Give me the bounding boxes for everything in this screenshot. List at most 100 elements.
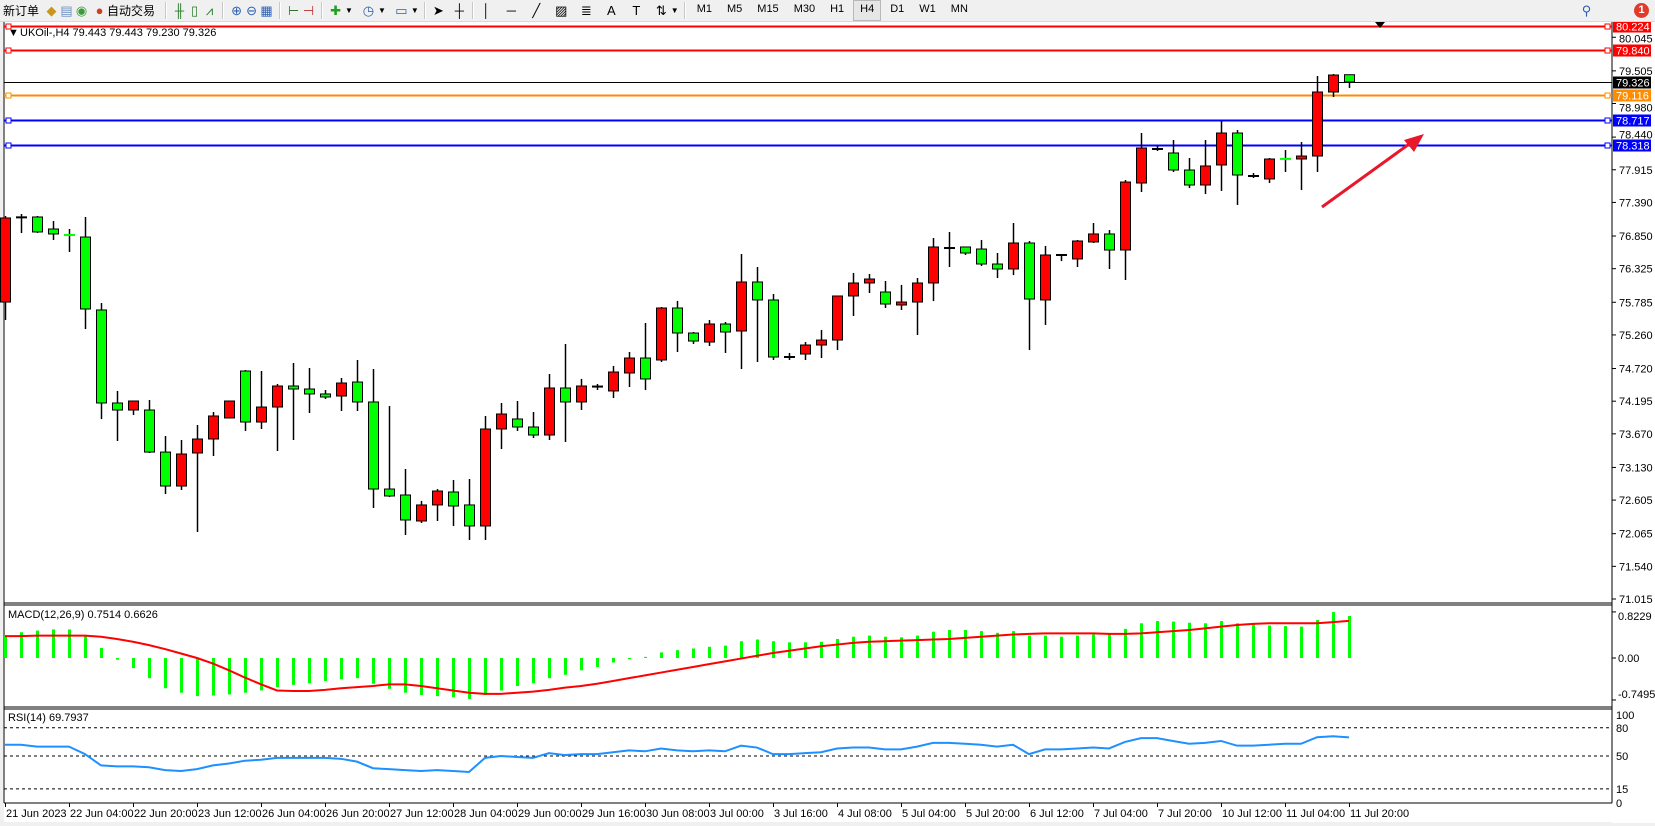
fibonacci-icon[interactable]: ≣	[580, 3, 592, 18]
level-handle	[1604, 142, 1611, 149]
candle-body	[1136, 147, 1147, 184]
time-label: 30 Jun 08:00	[646, 808, 710, 820]
timeframe-m30[interactable]: M30	[793, 3, 816, 15]
horizontal-line-icon[interactable]: ─	[506, 3, 516, 18]
candle	[816, 330, 827, 359]
time-label: 27 Jun 12:00	[390, 808, 454, 820]
timeframe-m15[interactable]: M15	[757, 3, 779, 15]
chart-collapse-icon: ▼	[8, 27, 19, 39]
candle-body	[208, 415, 219, 440]
auto-trading-button[interactable]: ● 自动交易	[89, 1, 158, 20]
timeframe-mn[interactable]: MN	[950, 3, 968, 15]
signal-icon[interactable]: ◉	[75, 3, 88, 18]
periods-clock-icon[interactable]: ◷	[362, 3, 375, 18]
candle	[208, 412, 219, 456]
candle	[48, 221, 59, 240]
toolbar-divider	[165, 2, 168, 19]
price-tick-label: 71.540	[1619, 561, 1653, 573]
arrows-icon[interactable]: ⇅	[655, 3, 667, 18]
equidistant-channel-icon[interactable]: ▨	[555, 3, 568, 18]
price-tick-label: 76.850	[1619, 231, 1653, 243]
candle-body	[352, 381, 363, 403]
crosshair-icon[interactable]: ┼	[454, 3, 464, 18]
indicators-icon[interactable]: ✚	[330, 3, 341, 18]
time-label: 29 Jun 00:00	[518, 808, 582, 820]
candle-body	[112, 402, 123, 411]
notification-badge[interactable]: 1	[1634, 3, 1649, 18]
candle	[800, 342, 811, 360]
level-handle	[1604, 92, 1611, 99]
candle	[736, 253, 747, 370]
candle-body	[912, 282, 923, 303]
candle-body	[1200, 165, 1211, 186]
new-order-button[interactable]: 新订单	[0, 1, 42, 20]
level-handle	[5, 47, 12, 54]
candle	[0, 215, 11, 320]
templates-icon[interactable]: ▭	[395, 3, 408, 18]
candle-body	[688, 332, 699, 342]
rsi-tick-label: 80	[1616, 723, 1628, 735]
time-label: 7 Jul 20:00	[1158, 808, 1212, 820]
timeframe-h1[interactable]: H1	[830, 3, 845, 15]
chart-shift-icon[interactable]: ⊣	[302, 3, 315, 18]
candle	[896, 284, 907, 310]
zoom-out-icon[interactable]: ⊖	[246, 3, 257, 18]
candle-body	[576, 385, 587, 403]
chevron-down-icon[interactable]: ▼	[410, 6, 419, 15]
macd-tick-label: 0.8229	[1618, 611, 1652, 623]
line-chart-icon[interactable]: ⩘	[205, 3, 214, 18]
candle	[1232, 130, 1243, 205]
trendline-icon[interactable]: ╱	[532, 3, 541, 18]
tile-windows-icon[interactable]: ▦	[260, 3, 273, 18]
text-label-icon[interactable]: T	[632, 3, 641, 18]
candle	[1056, 253, 1067, 262]
price-label-box	[1613, 139, 1651, 152]
candle-body	[160, 451, 171, 487]
candle-body	[1216, 132, 1227, 166]
auto-trading-icon: ●	[95, 3, 104, 18]
candle-body	[336, 382, 347, 397]
timeframe-m5[interactable]: M5	[727, 3, 743, 15]
candle	[960, 246, 971, 255]
price-label-box	[1613, 114, 1651, 127]
text-icon[interactable]: A	[606, 3, 616, 18]
data-window-icon[interactable]: ▤	[60, 3, 73, 18]
timeframe-d1[interactable]: D1	[890, 3, 905, 15]
toolbar: 新订单 ◆ ▤ ◉ ● 自动交易 ╫ ▯ ⩘ ⊕ ⊖ ▦ ⊢ ⊣ ✚ ▼ ◷ ▼ ▭…	[0, 0, 1655, 22]
candle-body	[288, 385, 299, 390]
candle	[1248, 173, 1259, 178]
candle	[512, 400, 523, 431]
search-icon[interactable]: ⚲	[1581, 3, 1592, 18]
market-watch-icon[interactable]: ◆	[46, 3, 57, 18]
chevron-down-icon[interactable]: ▼	[670, 6, 679, 15]
candle-body	[144, 409, 155, 453]
price-label-box	[1613, 20, 1651, 33]
timeframe-h4[interactable]: H4	[853, 0, 882, 21]
candle-body	[816, 339, 827, 346]
candle	[528, 412, 539, 439]
price-tick-label: 79.505	[1619, 66, 1653, 78]
bar-chart-icon[interactable]: ╫	[174, 3, 185, 18]
candle-body	[0, 217, 11, 303]
timeframe-w1[interactable]: W1	[919, 3, 936, 15]
candle	[624, 351, 635, 387]
macd-tick-label: 0.00	[1618, 653, 1639, 665]
vertical-line-icon[interactable]: │	[482, 3, 491, 18]
candle	[672, 300, 683, 352]
candle	[80, 216, 91, 330]
candle	[848, 272, 859, 317]
chevron-down-icon[interactable]: ▼	[345, 6, 353, 15]
candle-body	[96, 309, 107, 404]
candle-body	[240, 370, 251, 423]
candle	[144, 400, 155, 454]
price-tick-label: 72.065	[1619, 529, 1653, 541]
candle	[464, 479, 475, 540]
timeframe-m1[interactable]: M1	[696, 3, 712, 15]
chevron-down-icon[interactable]: ▼	[377, 6, 386, 15]
candlestick-chart-icon[interactable]: ▯	[190, 3, 199, 18]
auto-scroll-icon[interactable]: ⊢	[287, 3, 300, 18]
candle-body	[896, 301, 907, 306]
cursor-icon[interactable]: ➤	[432, 3, 444, 18]
zoom-in-icon[interactable]: ⊕	[231, 3, 242, 18]
